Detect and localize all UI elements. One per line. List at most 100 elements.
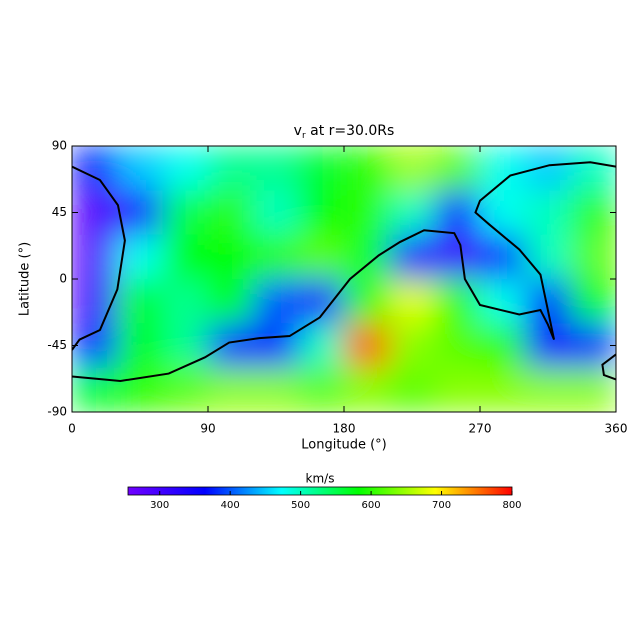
field-cell	[72, 146, 118, 191]
field-cell	[253, 190, 300, 236]
field-cell	[480, 279, 526, 324]
field-cell	[117, 279, 164, 324]
field-cell	[389, 279, 436, 324]
field-cell	[162, 146, 209, 191]
field-cell	[525, 190, 572, 236]
field-cell	[253, 279, 300, 324]
field-cell	[208, 279, 254, 324]
field-cell	[389, 323, 436, 369]
neutral-lines	[72, 161, 616, 382]
field-cell	[525, 279, 572, 324]
field-cell	[162, 234, 209, 280]
title-part: at r=30.0Rs	[306, 123, 395, 139]
field-cell	[570, 323, 616, 369]
field-cell	[253, 367, 300, 412]
field-cell	[298, 146, 345, 191]
field-cell	[434, 323, 481, 369]
field-cell	[72, 234, 118, 280]
field-cell	[72, 323, 118, 369]
field-cell	[72, 190, 118, 236]
colorbar-tick-label: 600	[362, 500, 381, 511]
colorbar-tick-label: 500	[291, 500, 310, 511]
field-cell	[480, 190, 526, 236]
field-cell	[253, 323, 300, 369]
y-tick-label: 0	[59, 272, 67, 286]
field-cell	[117, 367, 164, 412]
colorbar	[127, 486, 513, 496]
field-cell	[570, 367, 616, 412]
field-cell	[570, 190, 616, 236]
y-tick-label: -90	[47, 405, 67, 419]
field-cell	[389, 234, 436, 280]
field-cell	[434, 190, 481, 236]
field-cell	[253, 234, 300, 280]
colorbar-label: km/s	[306, 472, 335, 486]
field-cell	[208, 323, 254, 369]
field-cell	[298, 323, 345, 369]
field-cell	[298, 190, 345, 236]
field-cell	[434, 367, 481, 412]
x-tick-label: 90	[200, 422, 215, 436]
y-axis-label: Latitude (°)	[18, 242, 33, 316]
field-cell	[434, 146, 481, 191]
y-tick-label: 45	[52, 205, 67, 219]
neutral-line	[72, 165, 126, 351]
field-cell	[253, 146, 300, 191]
x-tick-label: 0	[68, 422, 76, 436]
field	[72, 146, 616, 412]
field-cell	[570, 279, 616, 324]
field-cell	[344, 146, 390, 191]
colorbar-tick-label: 700	[432, 500, 451, 511]
field-cell	[298, 367, 345, 412]
title-part: v	[294, 123, 302, 139]
field-cells	[72, 146, 616, 412]
field-cell	[344, 234, 390, 280]
field-cell	[117, 323, 164, 369]
field-cell	[117, 146, 164, 191]
x-tick-label: 270	[469, 422, 492, 436]
y-tick-label: 90	[52, 139, 67, 153]
field-cell	[525, 323, 572, 369]
field-cell	[389, 146, 436, 191]
field-cell	[389, 367, 436, 412]
field-cell	[72, 367, 118, 412]
colorbar-tick-label: 400	[221, 500, 240, 511]
field-cell	[480, 367, 526, 412]
field-cell	[208, 367, 254, 412]
field-cell	[434, 279, 481, 324]
field-cell	[480, 146, 526, 191]
field-cell	[389, 190, 436, 236]
neutral-line	[72, 161, 616, 382]
field-cell	[117, 190, 164, 236]
field-cell	[480, 234, 526, 280]
field-cell	[72, 279, 118, 324]
field-cell	[480, 323, 526, 369]
field-cell	[344, 279, 390, 324]
field-cell	[208, 146, 254, 191]
field-cell	[344, 190, 390, 236]
field-cell	[298, 234, 345, 280]
field-cell	[162, 279, 209, 324]
field-cell	[570, 234, 616, 280]
field-cell	[298, 279, 345, 324]
title-subscript: r	[302, 131, 306, 141]
field-cell	[570, 146, 616, 191]
field-cell	[434, 234, 481, 280]
field-cell	[525, 234, 572, 280]
colorbar-tick-label: 800	[502, 500, 521, 511]
field-cell	[162, 190, 209, 236]
field-cell	[525, 146, 572, 191]
field-cell	[162, 367, 209, 412]
chart-title: vr at r=30.0Rs	[294, 123, 395, 141]
x-tick-label: 180	[333, 422, 356, 436]
field-cell	[525, 367, 572, 412]
field-cell	[208, 190, 254, 236]
field-cell	[344, 323, 390, 369]
neutral-line	[601, 353, 616, 381]
field-cell	[344, 367, 390, 412]
x-axis-label: Longitude (°)	[301, 438, 386, 453]
field-cell	[162, 323, 209, 369]
colorbar-tick-label: 300	[150, 500, 169, 511]
x-tick-label: 360	[605, 422, 628, 436]
